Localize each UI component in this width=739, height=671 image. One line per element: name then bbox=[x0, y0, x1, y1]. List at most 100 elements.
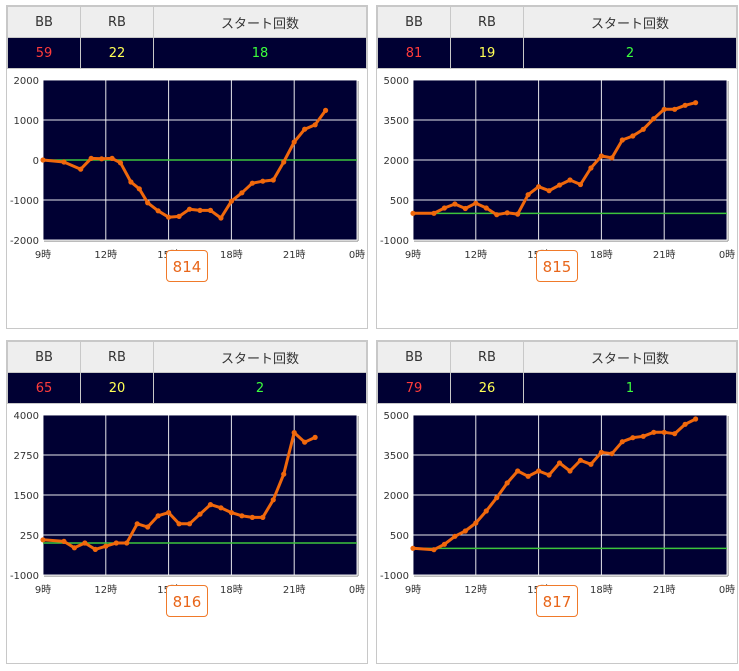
x-tick-label: 0時 bbox=[719, 249, 735, 261]
data-point bbox=[302, 126, 308, 132]
data-point bbox=[504, 210, 510, 216]
machine-number-button[interactable]: 817 bbox=[536, 585, 578, 617]
stats-header-row: BB RB スタート回数 bbox=[7, 341, 367, 373]
data-point bbox=[619, 137, 625, 143]
data-point bbox=[197, 207, 203, 213]
data-point bbox=[124, 540, 130, 546]
rb-header: RB bbox=[80, 341, 154, 373]
stats-value-row: 79 26 1 bbox=[377, 372, 737, 404]
data-point bbox=[260, 178, 266, 184]
machine-panel-816: BB RB スタート回数 65 20 2 4000 2750 1500 250 -1000 9時 12時… bbox=[6, 340, 368, 664]
data-point bbox=[609, 155, 615, 161]
machine-panel-815: BB RB スタート回数 81 19 2 5000 3500 2000 500 -1000 9時 12時… bbox=[376, 5, 738, 329]
data-point bbox=[441, 205, 447, 211]
stats-value-row: 81 19 2 bbox=[377, 37, 737, 69]
stats-table: BB RB スタート回数 79 26 1 bbox=[377, 341, 737, 404]
data-point bbox=[82, 540, 88, 546]
x-tick-label: 12時 bbox=[464, 584, 487, 596]
data-point bbox=[431, 210, 437, 216]
x-tick-label: 12時 bbox=[464, 249, 487, 261]
data-point bbox=[682, 421, 688, 427]
data-point bbox=[556, 460, 563, 466]
data-point bbox=[260, 514, 266, 520]
y-tick-label: 250 bbox=[20, 531, 39, 542]
data-point bbox=[651, 429, 657, 435]
x-tick-label: 9時 bbox=[35, 584, 51, 596]
data-point bbox=[640, 433, 646, 439]
data-point bbox=[176, 213, 182, 219]
data-point bbox=[672, 431, 678, 437]
data-point bbox=[525, 192, 531, 198]
rb-header: RB bbox=[80, 6, 154, 38]
y-tick-label: 2750 bbox=[14, 451, 39, 462]
y-tick-label: 2000 bbox=[14, 76, 39, 87]
machine-number-button[interactable]: 815 bbox=[536, 250, 578, 282]
data-point bbox=[598, 153, 604, 159]
data-point bbox=[186, 206, 193, 212]
x-tick-label: 18時 bbox=[220, 584, 243, 596]
data-point bbox=[166, 214, 172, 220]
y-tick-label: 5000 bbox=[384, 76, 409, 87]
start-header: スタート回数 bbox=[523, 341, 737, 373]
data-point bbox=[291, 139, 297, 145]
data-point bbox=[155, 513, 161, 519]
data-point bbox=[661, 106, 667, 112]
data-point bbox=[462, 528, 468, 534]
machine-number-button[interactable]: 816 bbox=[166, 585, 208, 617]
start-header: スタート回数 bbox=[153, 341, 367, 373]
x-tick-label: 0時 bbox=[349, 249, 365, 261]
y-tick-label: 5000 bbox=[384, 411, 409, 422]
data-point bbox=[228, 510, 234, 516]
data-point bbox=[78, 166, 84, 172]
stats-table: BB RB スタート回数 59 22 18 bbox=[7, 6, 367, 69]
data-point bbox=[609, 451, 615, 457]
data-point bbox=[186, 521, 193, 527]
data-point bbox=[145, 200, 151, 206]
data-point bbox=[61, 538, 67, 544]
data-point bbox=[99, 156, 105, 162]
bb-value: 79 bbox=[377, 372, 451, 404]
start-value: 2 bbox=[153, 372, 367, 404]
data-point bbox=[682, 102, 688, 108]
data-point bbox=[640, 126, 646, 132]
data-point bbox=[218, 505, 224, 511]
data-point bbox=[281, 471, 287, 477]
x-tick-label: 9時 bbox=[35, 249, 51, 261]
bb-value: 81 bbox=[377, 37, 451, 69]
x-tick-label: 9時 bbox=[405, 584, 421, 596]
data-point bbox=[197, 511, 203, 517]
x-tick-label: 0時 bbox=[719, 584, 735, 596]
data-point bbox=[619, 439, 625, 445]
data-point bbox=[61, 159, 67, 165]
x-tick-label: 12時 bbox=[94, 584, 117, 596]
data-point bbox=[515, 211, 521, 217]
data-point bbox=[228, 198, 234, 204]
data-point bbox=[630, 435, 636, 441]
data-point bbox=[40, 537, 46, 543]
y-tick-label: 3500 bbox=[384, 116, 409, 127]
x-tick-label: 21時 bbox=[283, 584, 306, 596]
y-tick-label: 3500 bbox=[384, 451, 409, 462]
data-point bbox=[567, 468, 573, 474]
rb-value: 19 bbox=[450, 37, 524, 69]
stats-header-row: BB RB スタート回数 bbox=[7, 6, 367, 38]
data-point bbox=[577, 181, 584, 188]
data-point bbox=[270, 177, 276, 183]
data-point bbox=[452, 201, 458, 207]
data-point bbox=[630, 133, 636, 139]
data-point bbox=[536, 468, 542, 474]
data-point bbox=[166, 510, 172, 516]
rb-value: 26 bbox=[450, 372, 524, 404]
x-tick-label: 18時 bbox=[220, 249, 243, 261]
y-tick-label: 500 bbox=[390, 531, 409, 542]
data-point bbox=[577, 457, 584, 463]
data-point bbox=[207, 502, 214, 508]
data-point bbox=[661, 429, 667, 435]
rb-value: 20 bbox=[80, 372, 154, 404]
machine-number-button[interactable]: 814 bbox=[166, 250, 208, 282]
x-tick-label: 9時 bbox=[405, 249, 421, 261]
data-point bbox=[71, 545, 77, 551]
data-point bbox=[556, 182, 563, 188]
